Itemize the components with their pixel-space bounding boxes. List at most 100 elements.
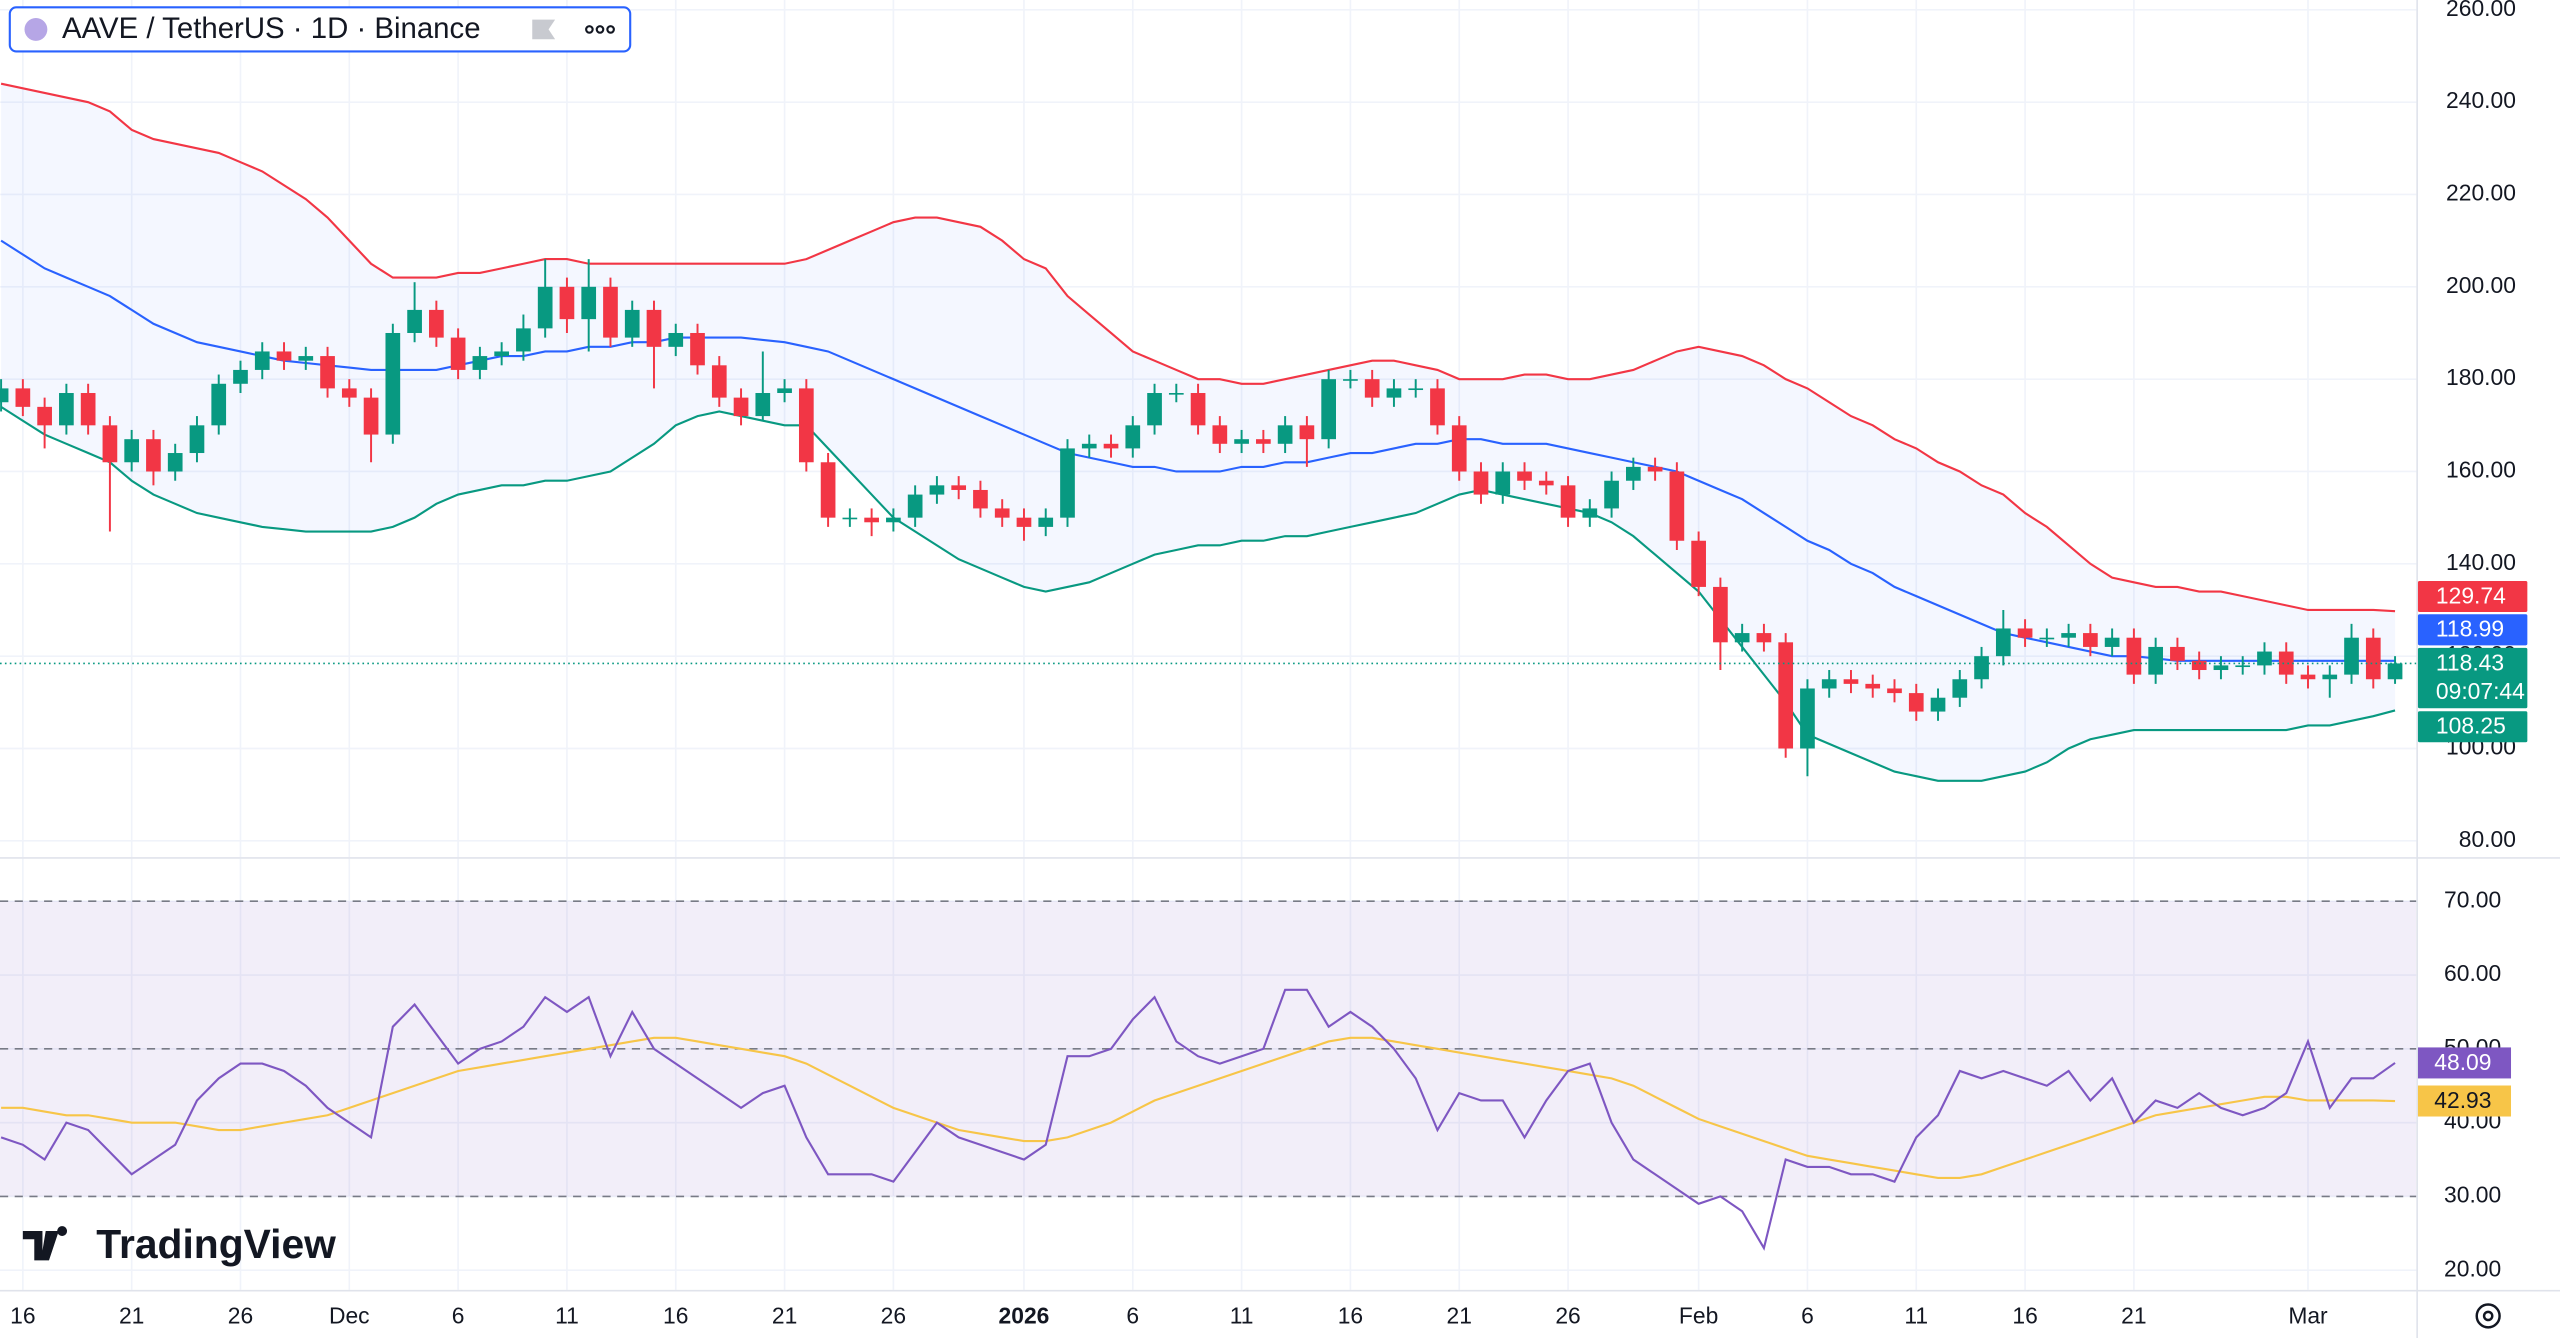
y-tick-label: 30.00 [2444,1181,2501,1207]
candle-body [1517,471,1532,481]
symbol-header[interactable]: AAVE / TetherUS · 1D · Binance [8,6,632,53]
candle-body [798,388,814,463]
candle-body [516,328,531,352]
x-tick-label: 26 [1555,1303,1580,1329]
header-box[interactable] [8,6,632,53]
rsi-badge-label: 42.93 [2434,1087,2491,1113]
candle-body [1800,688,1815,749]
price-pane [0,82,2417,782]
rsi-badge [2417,1085,2512,1117]
y-tick-label: 70.00 [2444,886,2501,912]
price-badge [2417,711,2528,743]
candle-body [1321,379,1336,440]
candle-body [385,332,401,435]
candle-body [59,393,74,426]
candle-body [407,309,422,333]
more-icon[interactable] [585,25,615,34]
axes: 16 21 26 Dec 6 11 16 21 26 2026 6 11 16 21 26 Feb 6 11 16 2… [10,0,2528,1329]
candle-body [2083,633,2098,647]
candle-body [37,406,52,426]
candle-body [994,508,1010,518]
candle-body [494,351,509,357]
candle-body [15,388,31,407]
price-badge-label: 108.25 [2436,713,2506,739]
x-tick-label: 21 [1447,1303,1472,1329]
candle-body [2387,663,2403,680]
y-tick-label: 220.00 [2446,180,2516,206]
candle-body [1060,448,1075,518]
candle-body [1538,480,1554,486]
y-tick-label: 80.00 [2459,826,2516,852]
settings-icon[interactable] [2475,1303,2501,1329]
candle-body [1125,425,1141,449]
candle-body [298,356,314,361]
candle-body [929,485,945,495]
candle-body [102,425,118,463]
candle-body [189,425,205,454]
candle-body [1190,393,1206,426]
candle-body [1734,633,1750,643]
candle-body [907,494,923,518]
countdown-label: 09:07:44 [2436,678,2525,704]
candle-body [1560,485,1576,518]
y-tick-label: 20.00 [2444,1255,2501,1281]
candle-body [1408,388,1424,391]
candle-body [167,453,183,472]
x-tick-label: 26 [881,1303,906,1329]
candle-body [1016,517,1032,527]
candle-body [864,517,879,523]
candle-body [733,397,749,417]
x-tick-label: 6 [1801,1303,1814,1329]
y-tick-label: 240.00 [2446,87,2516,113]
candle-body [2365,637,2381,680]
x-tick-label: 11 [1230,1303,1254,1329]
price-badge-label: 129.74 [2436,582,2506,608]
watermark: TradingView [22,1221,336,1267]
candle-body [2148,646,2164,675]
candle-body [624,309,640,338]
price-badge-label: 118.43 [2436,649,2504,675]
candle-body [603,286,618,338]
candle-body [2213,665,2229,671]
candle-body [1473,471,1489,495]
candle-body [1625,466,1641,481]
logo-mark [22,1226,68,1261]
candle-body [2039,637,2055,640]
candle-body [341,388,357,398]
rsi-badge-label: 48.09 [2434,1049,2491,1075]
rsi-pane [0,900,2417,1251]
candle-body [1212,425,1228,444]
candle-body [124,439,140,463]
x-tick-label: 11 [1904,1303,1928,1329]
candle-body [450,337,466,370]
flag-icon[interactable] [532,19,556,40]
candle-body [1604,480,1619,509]
candle-body [320,356,335,389]
candle-body [1930,697,1946,712]
y-tick-label: 140.00 [2446,549,2516,575]
x-tick-label: Dec [329,1303,370,1329]
candle-body [820,462,836,518]
candle-body [1256,439,1271,444]
y-tick-label: 260.00 [2446,0,2516,21]
candle-body [2017,628,2033,638]
x-tick-label: 16 [663,1303,688,1329]
candle-body [1669,471,1685,541]
x-tick-label: 16 [2012,1303,2037,1329]
x-tick-label: 16 [1338,1303,1363,1329]
candle-body [973,489,988,509]
candle-body [2126,637,2142,675]
price-badge [2417,580,2528,613]
y-tick-label: 160.00 [2446,457,2516,483]
candle-body [146,439,161,472]
candle-body [2322,674,2338,680]
x-tick-label: 11 [555,1303,579,1329]
candle-body [2278,651,2294,675]
candle-body [755,393,771,417]
x-tick-label: 21 [2121,1303,2146,1329]
candle-body [2235,665,2251,668]
x-tick-label: 21 [119,1303,144,1329]
candle-body [646,309,662,347]
candle-body [1952,679,1968,698]
